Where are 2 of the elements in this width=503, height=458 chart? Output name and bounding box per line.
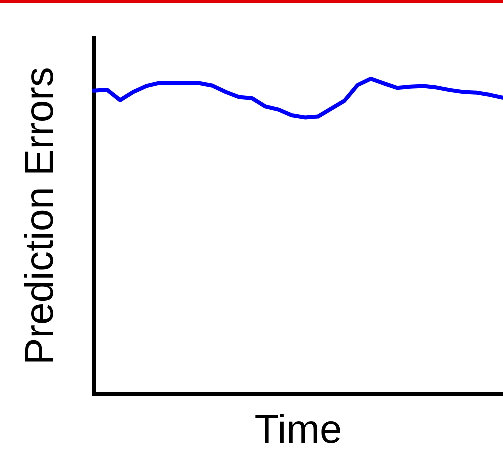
x-axis-title: Time	[254, 408, 342, 452]
y-axis-title: Prediction Errors	[18, 67, 62, 365]
